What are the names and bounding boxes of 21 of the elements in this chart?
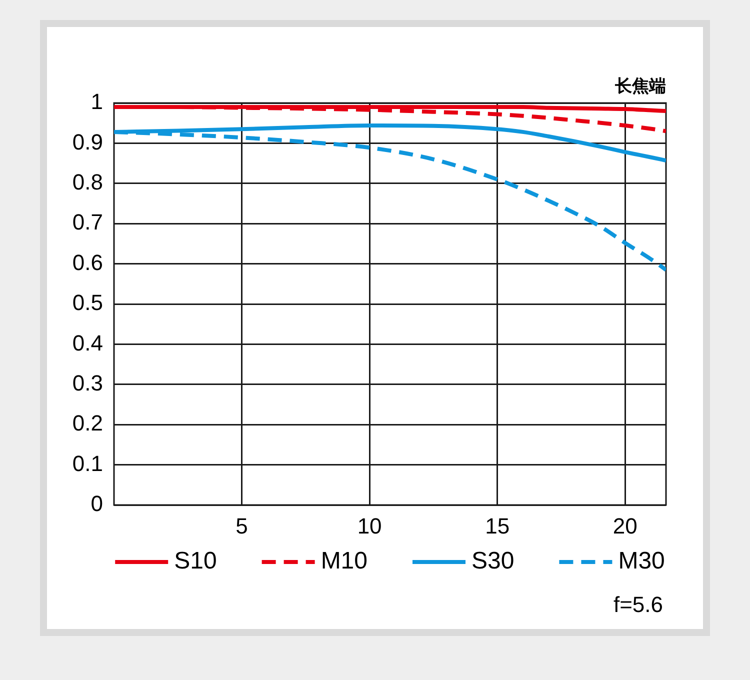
y-tick-label: 0 — [90, 491, 103, 516]
legend-label: M30 — [618, 548, 665, 575]
legend-label: M10 — [320, 548, 368, 575]
x-tick-label: 5 — [236, 513, 248, 538]
legend-label: S10 — [174, 548, 217, 575]
text: f=5.6 — [613, 592, 663, 618]
y-tick-label: 0.2 — [72, 410, 103, 436]
y-tick-label: 0.8 — [72, 169, 103, 194]
y-tick-label: 1 — [90, 89, 103, 114]
y-tick-label: 0.5 — [72, 290, 103, 316]
chart-title: 长焦端 — [614, 76, 666, 96]
y-tick-label: 0.9 — [72, 129, 103, 154]
x-tick-label: 20 — [612, 513, 638, 538]
x-tick-label: 15 — [485, 513, 510, 538]
y-tick-label: 0.1 — [72, 450, 103, 476]
y-tick-label: 0.6 — [72, 250, 103, 275]
y-tick-label: 0.3 — [72, 370, 103, 396]
legend-label: S30 — [472, 548, 514, 575]
x-tick-label: 10 — [357, 513, 382, 538]
y-tick-label: 0.4 — [72, 330, 103, 356]
y-tick-label: 0.7 — [72, 210, 103, 235]
